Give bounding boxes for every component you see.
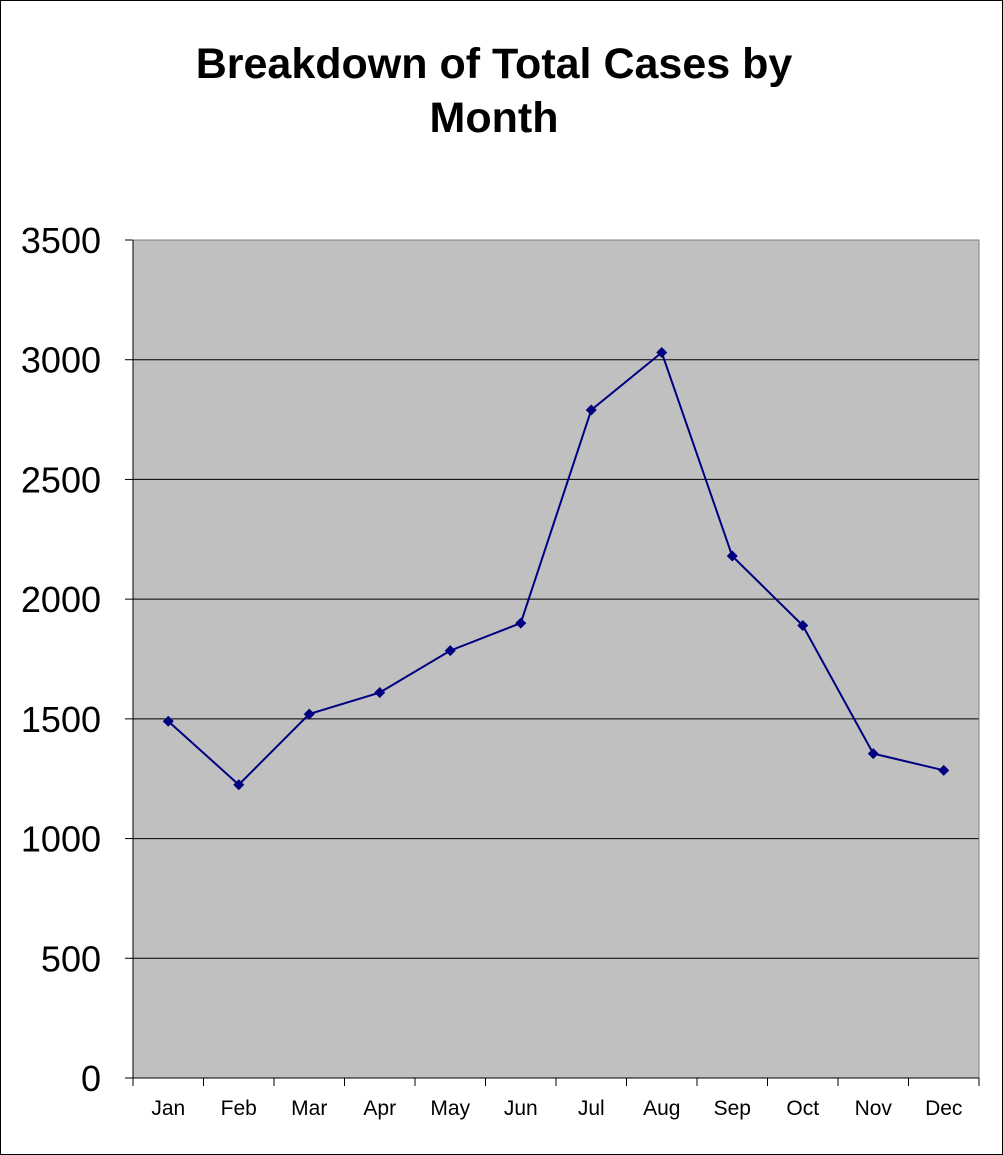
x-tick-label: Oct (786, 1097, 819, 1120)
chart-title: Breakdown of Total Cases by Month (1, 37, 987, 145)
plot-area (133, 240, 979, 1078)
y-tick-label: 2000 (21, 579, 101, 620)
x-tick-label: Nov (855, 1097, 893, 1120)
data-point-marker (726, 550, 738, 562)
x-tick-label: Feb (221, 1097, 257, 1120)
x-tick-label: Apr (363, 1097, 396, 1120)
data-point-marker (515, 617, 527, 629)
data-point-marker (938, 764, 950, 776)
data-point-marker (162, 715, 174, 727)
data-point-marker (656, 347, 668, 359)
x-tick-label: Sep (714, 1097, 751, 1120)
x-tick-label: Jul (578, 1097, 605, 1120)
y-tick-label: 1000 (21, 819, 101, 860)
data-point-marker (444, 645, 456, 657)
y-tick-label: 3500 (21, 220, 101, 261)
data-point-marker (585, 404, 597, 416)
data-point-marker (233, 779, 245, 791)
x-tick-label: May (430, 1097, 470, 1120)
x-tick-label: Dec (925, 1097, 962, 1120)
y-tick-label: 1500 (21, 699, 101, 740)
chart-title-line-1: Breakdown of Total Cases by (195, 40, 793, 88)
data-point-marker (867, 748, 879, 760)
data-point-marker (303, 708, 315, 720)
series-line (167, 350, 944, 787)
x-tick-label: Aug (643, 1097, 680, 1120)
chart-title-line-2: Month (429, 94, 559, 142)
x-tick-label: Jan (151, 1097, 185, 1120)
data-point-marker (797, 619, 809, 631)
data-point-marker (374, 687, 386, 699)
y-tick-label: 2500 (21, 459, 101, 500)
x-tick-label: Mar (291, 1097, 327, 1120)
y-tick-label: 500 (41, 938, 101, 979)
y-tick-label: 0 (81, 1058, 101, 1099)
x-tick-label: Jun (504, 1097, 538, 1120)
y-tick-label: 3000 (21, 340, 101, 381)
